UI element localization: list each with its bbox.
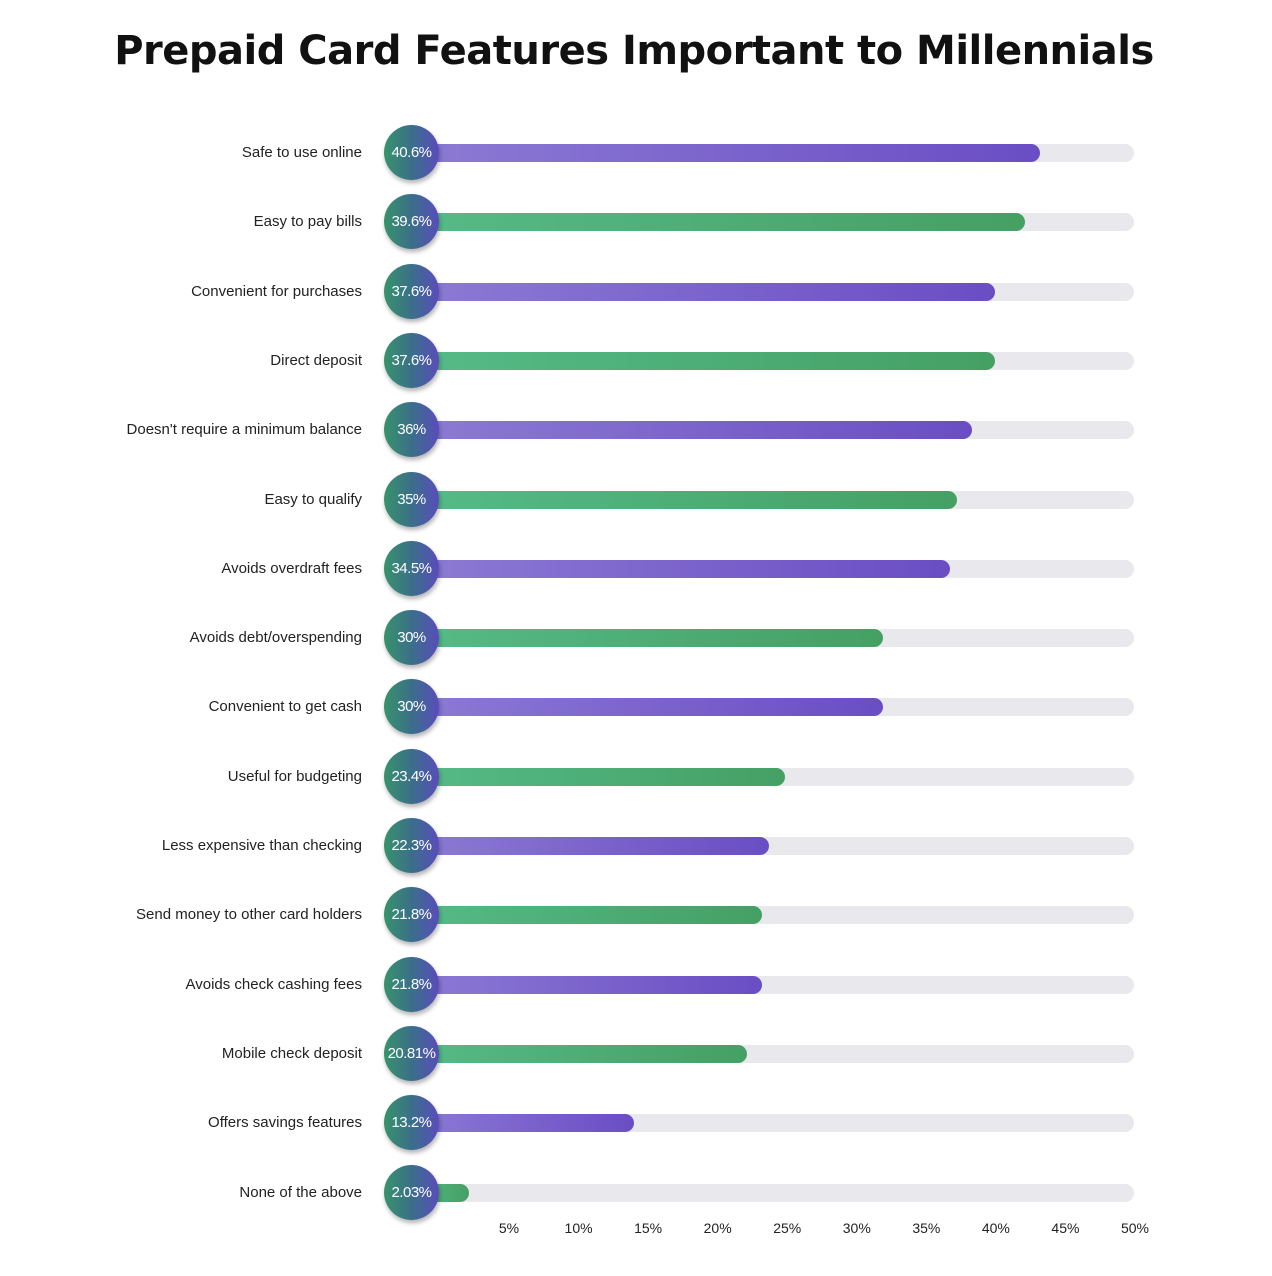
- bar-row: Offers savings features 13.2%: [0, 1093, 1272, 1153]
- category-label: Convenient for purchases: [191, 282, 362, 300]
- bar-row: Convenient to get cash 30%: [0, 677, 1272, 737]
- bar-row: Mobile check deposit 20.81%: [0, 1024, 1272, 1084]
- category-label: Direct deposit: [270, 351, 362, 369]
- x-tick-label: 35%: [912, 1220, 941, 1236]
- category-label: Offers savings features: [208, 1114, 362, 1132]
- category-label: Doesn't require a minimum balance: [126, 421, 362, 439]
- bar: [411, 213, 1026, 232]
- x-tick-label: 15%: [634, 1220, 663, 1236]
- category-label: Mobile check deposit: [221, 1044, 362, 1062]
- bar: [411, 282, 996, 301]
- bar-row: Avoids debt/overspending 30%: [0, 608, 1272, 668]
- value-label: 2.03%: [384, 1164, 439, 1220]
- bar-row: Easy to pay bills 39.6%: [0, 192, 1272, 252]
- bar: [411, 906, 762, 925]
- bar-track: [411, 1183, 1134, 1202]
- value-label: 37.6%: [384, 263, 439, 319]
- value-label: 23.4%: [384, 748, 439, 804]
- value-label: 39.6%: [384, 194, 439, 250]
- value-label: 37.6%: [384, 332, 439, 388]
- value-label: 36%: [384, 402, 439, 458]
- value-label: 20.81%: [384, 1025, 439, 1081]
- category-label: Avoids overdraft fees: [221, 559, 362, 577]
- bar-row: Easy to qualify 35%: [0, 470, 1272, 530]
- value-label: 22.3%: [384, 818, 439, 873]
- bar-row: Convenient for purchases 37.6%: [0, 262, 1272, 322]
- x-tick-label: 30%: [842, 1220, 871, 1236]
- value-label: 30%: [384, 610, 439, 666]
- bar: [411, 421, 972, 440]
- bar-row: Doesn't require a minimum balance 36%: [0, 400, 1272, 460]
- x-tick-label: 25%: [773, 1220, 802, 1236]
- value-label: 30%: [384, 679, 439, 735]
- x-tick-label: 50%: [1120, 1220, 1150, 1236]
- value-label: 13.2%: [384, 1095, 439, 1151]
- category-label: Send money to other card holders: [136, 906, 362, 924]
- bar: [411, 351, 996, 370]
- value-label: 21.8%: [384, 956, 439, 1012]
- bar-row: Direct deposit 37.6%: [0, 331, 1272, 391]
- category-label: Useful for budgeting: [227, 767, 362, 785]
- category-label: Convenient to get cash: [208, 698, 362, 716]
- bar-row: Less expensive than checking 22.3%: [0, 816, 1272, 876]
- category-label: Less expensive than checking: [161, 837, 362, 854]
- bar: [411, 698, 883, 717]
- chart-title: Prepaid Card Features Important to Mille…: [114, 28, 1154, 74]
- value-label: 21.8%: [384, 887, 439, 943]
- x-tick-label: 20%: [703, 1220, 732, 1236]
- bar-row: Avoids check cashing fees 21.8%: [0, 955, 1272, 1015]
- bar: [411, 559, 950, 578]
- bar: [411, 629, 883, 648]
- value-label: 40.6%: [384, 125, 439, 180]
- bar: [411, 767, 786, 786]
- x-tick-label: 45%: [1051, 1220, 1080, 1236]
- bar: [411, 1114, 635, 1133]
- category-label: Avoids debt/overspending: [189, 629, 362, 647]
- category-label: Easy to qualify: [264, 490, 362, 508]
- bar: [411, 144, 1040, 162]
- category-label: Safe to use online: [241, 144, 362, 161]
- bar-row: Useful for budgeting 23.4%: [0, 747, 1272, 807]
- x-tick-label: 5%: [498, 1220, 520, 1236]
- x-tick-label: 10%: [564, 1220, 593, 1236]
- bar-row: Avoids overdraft fees 34.5%: [0, 539, 1272, 599]
- x-tick-label: 40%: [981, 1220, 1010, 1236]
- value-label: 34.5%: [384, 540, 439, 596]
- bar-row: None of the above 2.03%: [0, 1163, 1272, 1223]
- category-label: None of the above: [239, 1183, 362, 1201]
- bar-row: Send money to other card holders 21.8%: [0, 885, 1272, 945]
- bar: [411, 837, 770, 855]
- bar: [411, 490, 957, 509]
- category-label: Avoids check cashing fees: [185, 975, 363, 993]
- value-label: 35%: [384, 471, 439, 527]
- bar-row: Safe to use online 40.6%: [0, 123, 1272, 183]
- bar: [411, 975, 762, 994]
- bar: [411, 1044, 747, 1063]
- category-label: Easy to pay bills: [253, 213, 362, 231]
